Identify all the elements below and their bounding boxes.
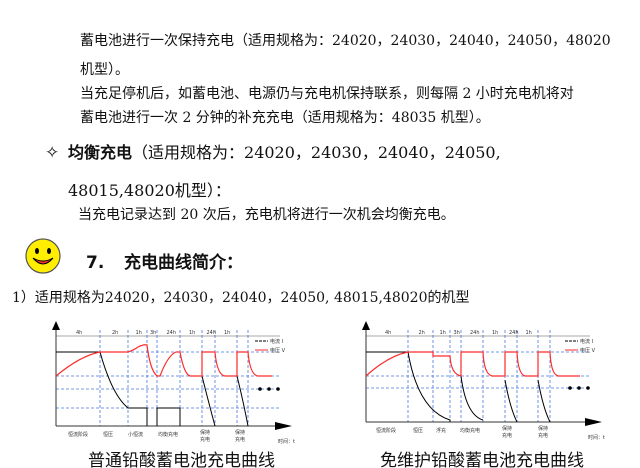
continuation-dot [267, 387, 271, 391]
duration-label: 2h [419, 330, 425, 336]
x-axis-arrow [275, 422, 292, 430]
x-axis-arrow [585, 418, 602, 426]
stage-label: 均衡充电 [460, 427, 480, 434]
paragraph-line: 机型）。 [80, 62, 129, 78]
current-curve [366, 351, 551, 423]
duration-label: 1h [492, 330, 498, 336]
equalize-body: 当充电记录达到 20 次后，充电机将进行一次机会均衡充电。 [78, 207, 455, 223]
continuation-dot [258, 387, 262, 391]
continuation-dot [577, 386, 581, 390]
current-curve [56, 351, 249, 427]
stage-label: 恒压 [413, 427, 423, 434]
stage-label: 保持 [502, 425, 512, 432]
equalize-heading-line2: 48015,48020机型）： [68, 181, 231, 200]
equalize-heading: 均衡充电（适用规格为：24020，24030，24040，24050, [68, 143, 501, 163]
stage-label: 浮充 [436, 427, 446, 434]
paragraph-line: 蓄电池进行一次 2 分钟的补充充电（适用规格为：48035 机型）。 [80, 110, 490, 126]
diamond-star-icon: ✧ [45, 143, 60, 163]
section-title: 充电曲线简介： [124, 253, 243, 273]
stage-label: 恒流阶段 [376, 427, 396, 434]
stage-label: 充电 [235, 436, 245, 443]
charging-curve-diagram-maintenance-free: 4h 2h 1h 3h 24h 1h 24h 1h 电流 I 电压 V 恒流阶段 恒压 浮充 均衡充电 保持… [362, 321, 605, 441]
duration-label: 2h [112, 330, 118, 336]
diagram1-caption: 普通铅酸蓄电池充电曲线 [88, 451, 275, 468]
voltage-curve [55, 344, 272, 377]
duration-label: 1h [189, 330, 195, 336]
stage-label: 均衡充电 [158, 431, 178, 438]
legend-voltage-label: 电压 V [580, 347, 596, 354]
continuation-dot [276, 387, 280, 391]
continuation-dot [568, 386, 572, 390]
subsection-title: 1）适用规格为24020，24030，24040，24050, 48015,48… [12, 290, 470, 306]
equalize-title-rest: （适用规格为：24020，24030，24040，24050, [132, 143, 501, 162]
legend-voltage-label: 电压 V [270, 347, 286, 354]
stage-label: 充电 [200, 436, 210, 443]
duration-label: 3h [454, 330, 460, 336]
continuation-dot [586, 386, 590, 390]
stage-label: 保持 [235, 429, 245, 436]
smiley-face-icon [25, 238, 61, 274]
stage-label: 保持 [200, 429, 210, 436]
duration-label: 24h [470, 330, 480, 336]
paragraph-line: 蓄电池进行一次保持充电（适用规格为：24020，24030，24040，2405… [80, 33, 611, 49]
diagram2-caption: 免维护铅酸蓄电池充电曲线 [380, 451, 584, 468]
stage-label: 恒压 [103, 431, 113, 438]
legend-current-label: 电流 I [270, 338, 283, 345]
y-axis-arrow [362, 321, 370, 330]
section-number: 7. [86, 253, 105, 273]
stage-label: 保持 [538, 425, 548, 432]
voltage-curve [365, 351, 580, 377]
duration-label: 1h [136, 330, 142, 336]
duration-label: 24h [509, 330, 519, 336]
stage-label: 充电 [502, 432, 512, 439]
duration-label: 1h [224, 330, 230, 336]
x-axis-label: 时间：t [278, 438, 295, 445]
equalize-title: 均衡充电 [68, 143, 133, 162]
duration-label: 24h [207, 330, 217, 336]
duration-label: 1h [440, 330, 446, 336]
charging-curve-diagram-standard: 4h 2h 1h 3h 24h 1h 24h 1h 电流 I 电压 V 恒流阶段 恒压 小恒流 均衡充电 保… [52, 321, 295, 445]
legend-current-label: 电流 I [580, 338, 593, 345]
duration-label: 24h [167, 330, 177, 336]
stage-label: 恒流阶段 [68, 431, 88, 438]
stage-label: 小恒流 [128, 431, 143, 438]
stage-label: 充电 [538, 432, 548, 439]
paragraph-line: 当充足停机后，如蓄电池、电源仍与充电机保持联系，则每隔 2 小时充电机将对 [80, 86, 574, 102]
duration-label: 1h [526, 330, 532, 336]
y-axis-arrow [52, 321, 60, 330]
duration-label: 4h [76, 330, 82, 336]
duration-label: 3h [150, 330, 156, 336]
x-axis-label: 时间：t [588, 434, 605, 441]
duration-label: 4h [385, 330, 391, 336]
